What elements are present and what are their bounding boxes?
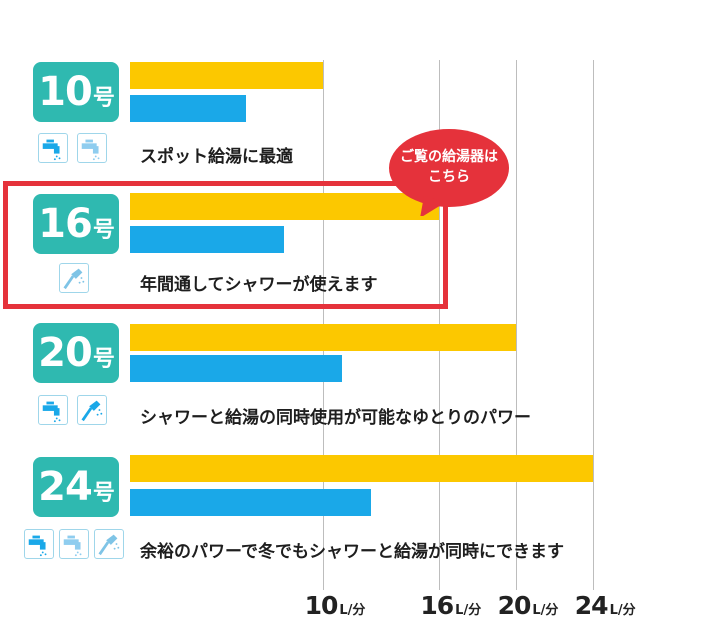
- faucet-icon: [24, 529, 54, 559]
- badge-number: 20: [38, 330, 93, 376]
- faucet-icon: [59, 529, 89, 559]
- highlight-box: [3, 181, 448, 309]
- bar-yellow-16: [130, 193, 439, 220]
- faucet-icon: [77, 133, 107, 163]
- badge-unit: 号: [92, 481, 115, 506]
- callout-line2: こちら: [428, 169, 470, 185]
- capacity-badge: 24号: [33, 457, 119, 517]
- row-description: 余裕のパワーで冬でもシャワーと給湯が同時にできます: [140, 542, 564, 562]
- badge-unit: 号: [92, 86, 115, 111]
- capacity-badge: 16号: [33, 194, 119, 254]
- x-tick-number: 24: [574, 591, 609, 620]
- x-tick-label: 16 L/分: [420, 591, 481, 620]
- callout-text: ご覧の給湯器は こちら: [384, 147, 514, 187]
- bar-yellow-24: [130, 455, 594, 482]
- badge-unit: 号: [92, 218, 115, 243]
- x-tick-number: 16: [420, 591, 454, 620]
- bar-blue-24: [130, 489, 372, 516]
- bar-blue-10: [130, 95, 246, 122]
- badge-unit: 号: [92, 347, 115, 372]
- bar-blue-16: [130, 226, 285, 253]
- faucet-icon: [38, 133, 68, 163]
- bar-yellow-20: [130, 324, 516, 351]
- callout-line1: ご覧の給湯器は: [400, 149, 498, 165]
- bar-blue-20: [130, 355, 343, 382]
- gridline-24: [593, 60, 595, 590]
- x-tick-number: 20: [497, 591, 532, 620]
- x-tick-unit: L/分: [339, 603, 366, 618]
- x-tick-number: 10: [304, 591, 339, 620]
- badge-number: 10: [38, 69, 93, 115]
- x-tick-unit: L/分: [455, 603, 482, 618]
- bar-yellow-10: [130, 62, 323, 89]
- badge-number: 16: [38, 201, 93, 247]
- badge-number: 24: [38, 464, 93, 510]
- x-tick-label: 24 L/分: [575, 591, 636, 620]
- shower-icon: [94, 529, 124, 559]
- x-tick-unit: L/分: [532, 603, 559, 618]
- x-tick-unit: L/分: [609, 603, 636, 618]
- shower-icon: [59, 263, 89, 293]
- x-tick-label: 20 L/分: [498, 591, 559, 620]
- faucet-icon: [38, 395, 68, 425]
- row-description: シャワーと給湯の同時使用が可能なゆとりのパワー: [140, 408, 531, 428]
- x-tick-label: 10 L/分: [305, 591, 366, 620]
- callout-bubble-shape: [389, 129, 509, 218]
- row-description: 年間通してシャワーが使えます: [140, 275, 378, 295]
- row-description: スポット給湯に最適: [140, 147, 293, 167]
- gridline-20: [516, 60, 517, 590]
- shower-icon: [77, 395, 107, 425]
- capacity-badge: 10号: [33, 62, 119, 122]
- callout-bubble: ご覧の給湯器は こちら: [384, 126, 514, 218]
- capacity-badge: 20号: [33, 323, 119, 383]
